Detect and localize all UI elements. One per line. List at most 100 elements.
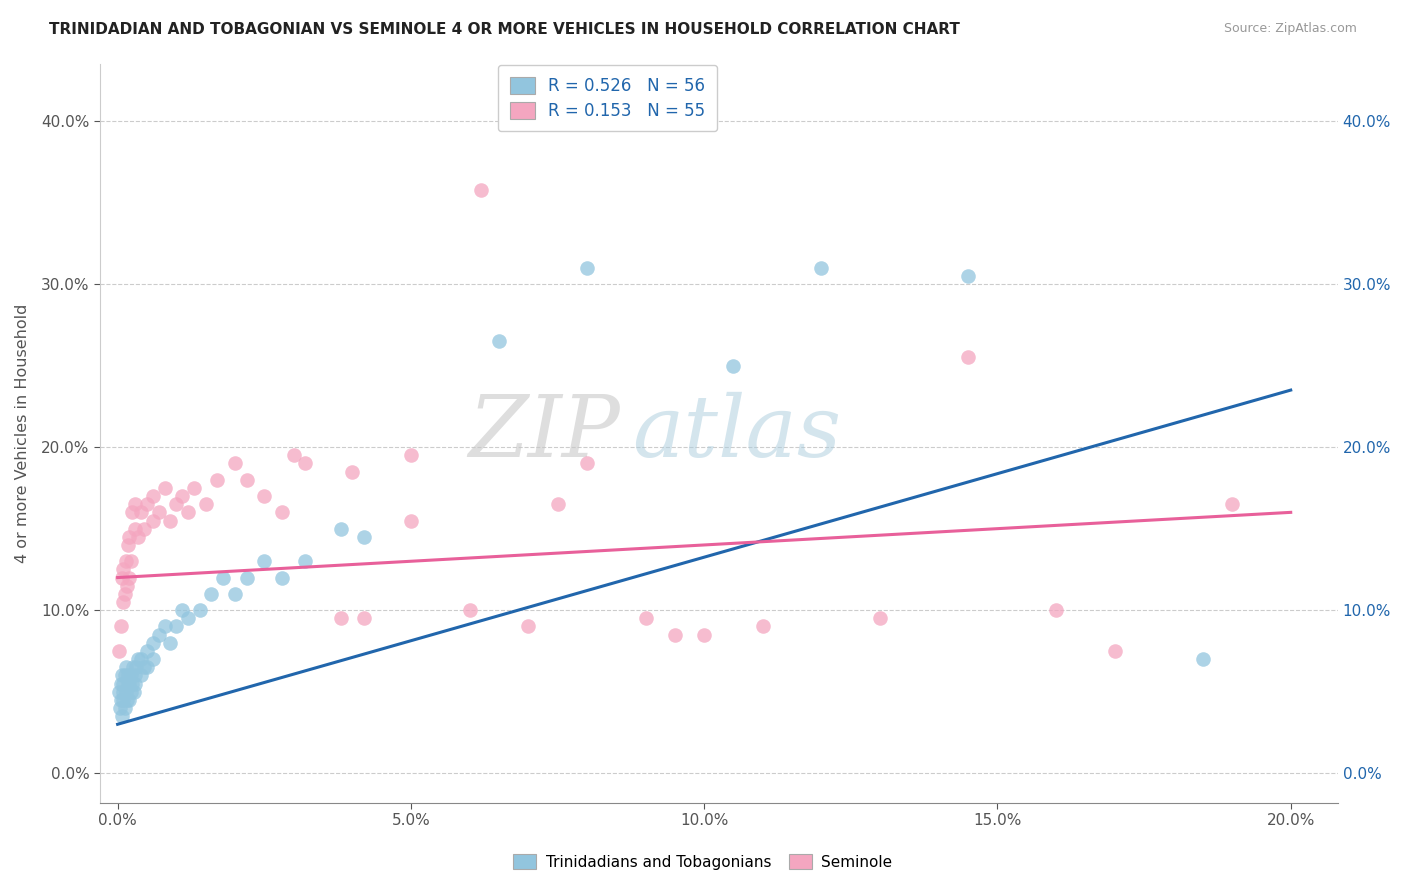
Point — [117, 538, 139, 552]
Point — [120, 668, 142, 682]
Point — [294, 554, 316, 568]
Point — [118, 530, 141, 544]
Point — [517, 619, 540, 633]
Point — [127, 530, 149, 544]
Point — [120, 554, 142, 568]
Point — [112, 676, 135, 690]
Point — [294, 457, 316, 471]
Point — [121, 505, 143, 519]
Point — [148, 627, 170, 641]
Point — [115, 684, 138, 698]
Point — [224, 587, 246, 601]
Point — [118, 693, 141, 707]
Point — [122, 684, 145, 698]
Point — [118, 676, 141, 690]
Text: atlas: atlas — [633, 392, 841, 475]
Point — [114, 554, 136, 568]
Point — [129, 505, 152, 519]
Point — [342, 465, 364, 479]
Point — [183, 481, 205, 495]
Point — [114, 660, 136, 674]
Point — [121, 676, 143, 690]
Point — [124, 522, 146, 536]
Point — [117, 668, 139, 682]
Point — [488, 334, 510, 348]
Point — [142, 489, 165, 503]
Point — [723, 359, 745, 373]
Point — [111, 668, 134, 682]
Point — [235, 473, 257, 487]
Point — [142, 652, 165, 666]
Text: ZIP: ZIP — [468, 392, 620, 475]
Point — [112, 693, 135, 707]
Point — [122, 660, 145, 674]
Point — [124, 497, 146, 511]
Point — [693, 627, 716, 641]
Point — [112, 562, 135, 576]
Point — [752, 619, 775, 633]
Point — [458, 603, 481, 617]
Point — [1191, 652, 1213, 666]
Point — [107, 684, 129, 698]
Point — [235, 570, 257, 584]
Point — [1104, 644, 1126, 658]
Point — [108, 701, 131, 715]
Point — [224, 457, 246, 471]
Point — [120, 684, 142, 698]
Point — [142, 636, 165, 650]
Point — [117, 676, 139, 690]
Point — [200, 587, 222, 601]
Point — [188, 603, 211, 617]
Legend: R = 0.526   N = 56, R = 0.153   N = 55: R = 0.526 N = 56, R = 0.153 N = 55 — [498, 65, 717, 131]
Point — [114, 587, 136, 601]
Point — [957, 351, 980, 365]
Point — [547, 497, 569, 511]
Point — [110, 693, 132, 707]
Point — [172, 489, 194, 503]
Point — [127, 652, 149, 666]
Point — [957, 268, 980, 283]
Point — [114, 701, 136, 715]
Point — [810, 260, 832, 275]
Point — [194, 497, 217, 511]
Point — [114, 668, 136, 682]
Point — [159, 636, 181, 650]
Point — [153, 619, 176, 633]
Point — [142, 514, 165, 528]
Point — [159, 514, 181, 528]
Point — [115, 579, 138, 593]
Point — [148, 505, 170, 519]
Point — [664, 627, 686, 641]
Point — [1045, 603, 1067, 617]
Point — [124, 676, 146, 690]
Point — [111, 570, 134, 584]
Point — [129, 652, 152, 666]
Y-axis label: 4 or more Vehicles in Household: 4 or more Vehicles in Household — [15, 303, 30, 563]
Point — [125, 660, 148, 674]
Point — [270, 505, 292, 519]
Point — [132, 522, 155, 536]
Point — [353, 530, 375, 544]
Point — [353, 611, 375, 625]
Point — [108, 644, 131, 658]
Point — [110, 676, 132, 690]
Point — [399, 448, 422, 462]
Point — [575, 260, 598, 275]
Point — [153, 481, 176, 495]
Text: TRINIDADIAN AND TOBAGONIAN VS SEMINOLE 4 OR MORE VEHICLES IN HOUSEHOLD CORRELATI: TRINIDADIAN AND TOBAGONIAN VS SEMINOLE 4… — [49, 22, 960, 37]
Text: Source: ZipAtlas.com: Source: ZipAtlas.com — [1223, 22, 1357, 36]
Point — [172, 603, 194, 617]
Point — [118, 570, 141, 584]
Point — [869, 611, 891, 625]
Point — [253, 554, 276, 568]
Point — [1220, 497, 1243, 511]
Point — [177, 505, 200, 519]
Point — [253, 489, 276, 503]
Point — [111, 684, 134, 698]
Point — [575, 457, 598, 471]
Point — [329, 611, 352, 625]
Point — [136, 497, 159, 511]
Point — [399, 514, 422, 528]
Point — [136, 644, 159, 658]
Point — [207, 473, 229, 487]
